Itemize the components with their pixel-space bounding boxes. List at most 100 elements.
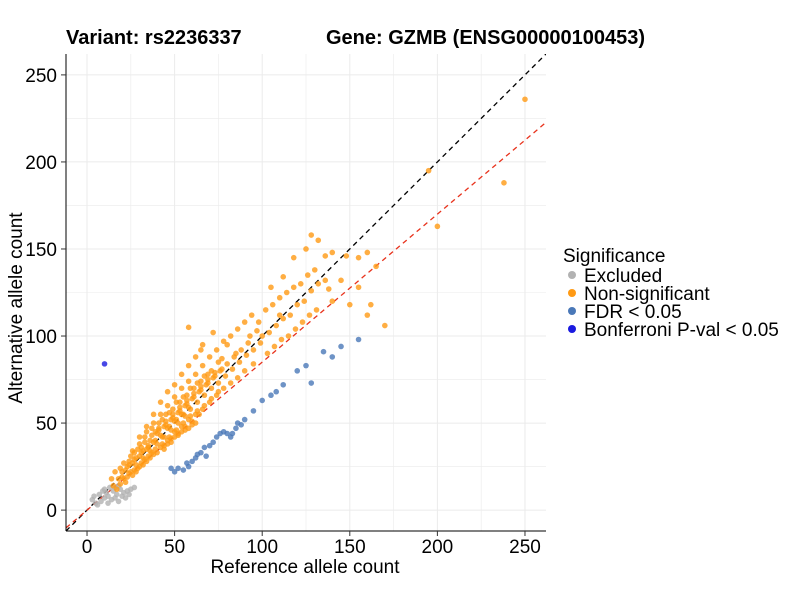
point-non-significant [311, 267, 318, 273]
point-fdr-0-05 [338, 343, 344, 350]
point-non-significant [329, 249, 336, 256]
point-fdr-0-05 [268, 392, 274, 399]
point-non-significant [173, 399, 180, 405]
point-non-significant [149, 449, 155, 456]
y-tick-label: 150 [25, 240, 57, 261]
point-non-significant [201, 373, 208, 379]
point-non-significant [185, 362, 192, 369]
point-fdr-0-05 [206, 442, 213, 449]
point-non-significant [175, 432, 181, 439]
point-non-significant [121, 460, 127, 466]
point-excluded [115, 498, 122, 505]
point-non-significant [250, 361, 257, 367]
point-non-significant [142, 439, 148, 446]
point-non-significant [501, 180, 507, 186]
point-non-significant [196, 411, 202, 418]
point-non-significant [178, 385, 185, 392]
point-non-significant [138, 444, 145, 451]
point-non-significant [208, 385, 215, 392]
point-fdr-0-05 [355, 336, 362, 343]
point-non-significant [268, 284, 274, 291]
x-tick-label: 150 [334, 537, 366, 558]
point-non-significant [164, 388, 171, 395]
point-non-significant [233, 350, 239, 357]
point-non-significant [522, 96, 528, 103]
point-excluded [98, 498, 104, 505]
point-non-significant [215, 388, 222, 395]
point-non-significant [241, 319, 248, 325]
point-non-significant [294, 301, 301, 308]
point-fdr-0-05 [273, 388, 280, 395]
point-non-significant [283, 289, 290, 296]
point-non-significant [247, 333, 253, 339]
point-non-significant [128, 469, 134, 475]
point-non-significant [262, 307, 269, 313]
point-non-significant [128, 453, 134, 459]
point-non-significant [271, 343, 278, 350]
point-fdr-0-05 [308, 380, 315, 386]
point-non-significant [215, 359, 222, 365]
variant-title: Variant: rs2236337 [66, 27, 242, 49]
point-non-significant [229, 366, 236, 372]
point-non-significant [140, 462, 146, 468]
point-excluded [124, 488, 131, 494]
point-non-significant [157, 411, 164, 418]
point-non-significant [234, 326, 241, 332]
point-non-significant [425, 167, 432, 174]
point-non-significant [266, 329, 273, 336]
point-non-significant [287, 312, 294, 318]
gene-title: Gene: GZMB (ENSG00000100453) [326, 27, 645, 49]
point-non-significant [199, 362, 206, 369]
legend-swatch [568, 307, 576, 315]
point-non-significant [276, 312, 283, 318]
point-non-significant [170, 415, 176, 421]
point-non-significant [299, 319, 306, 325]
x-tick-label: 0 [82, 537, 93, 558]
point-non-significant [355, 254, 362, 261]
point-non-significant [187, 385, 194, 392]
point-non-significant [325, 286, 332, 292]
point-non-significant [143, 428, 150, 435]
point-non-significant [164, 402, 171, 409]
point-fdr-0-05 [175, 465, 181, 472]
point-non-significant [112, 469, 118, 475]
point-non-significant [346, 301, 353, 308]
point-fdr-0-05 [250, 408, 257, 414]
point-non-significant [222, 373, 229, 379]
point-non-significant [219, 366, 225, 372]
point-non-significant [301, 298, 308, 305]
point-excluded [105, 493, 111, 499]
point-non-significant [121, 475, 127, 482]
y-axis-title: Alternative allele count [6, 212, 27, 404]
y-tick-label: 250 [25, 66, 57, 87]
point-non-significant [292, 326, 299, 332]
point-non-significant [161, 446, 167, 452]
point-non-significant [136, 434, 143, 440]
point-non-significant [315, 280, 322, 287]
point-fdr-0-05 [224, 430, 230, 437]
point-non-significant [364, 312, 371, 318]
point-fdr-0-05 [213, 434, 220, 440]
point-non-significant [304, 272, 311, 278]
point-non-significant [208, 395, 215, 402]
point-non-significant [364, 249, 371, 256]
point-non-significant [227, 380, 234, 386]
point-non-significant [290, 254, 297, 261]
point-excluded [114, 491, 120, 498]
point-non-significant [191, 394, 197, 400]
y-tick-label: 50 [36, 414, 57, 435]
point-non-significant [108, 475, 115, 482]
point-non-significant [198, 387, 204, 393]
point-non-significant [306, 312, 313, 318]
point-non-significant [213, 347, 220, 353]
x-tick-label: 200 [422, 537, 454, 558]
legend-label: FDR < 0.05 [584, 302, 682, 323]
point-non-significant [234, 375, 241, 381]
point-fdr-0-05 [203, 453, 209, 459]
point-non-significant [297, 280, 304, 287]
point-non-significant [185, 378, 192, 385]
point-non-significant [131, 449, 138, 456]
point-non-significant [248, 312, 255, 318]
y-tick-label: 100 [25, 327, 57, 348]
